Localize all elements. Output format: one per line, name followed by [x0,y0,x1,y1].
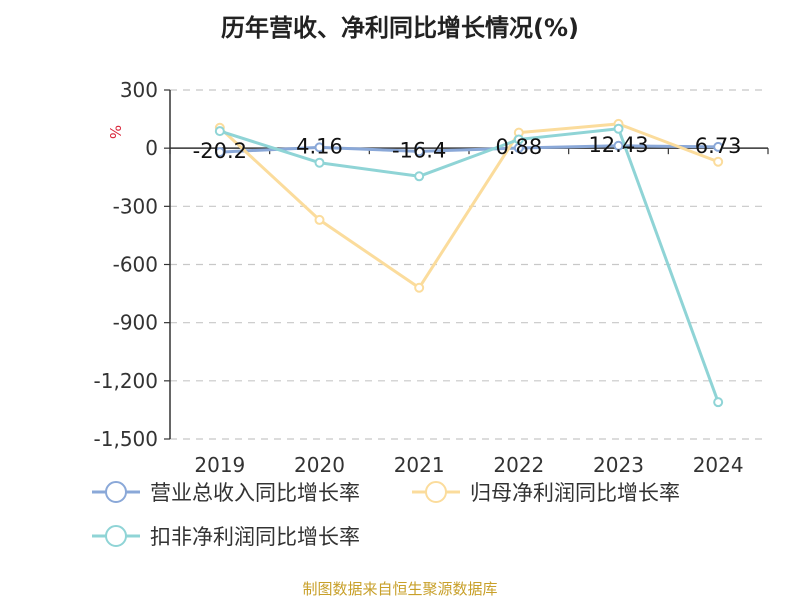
series-line [218,144,720,154]
legend-label: 归母净利润同比增长率 [470,481,680,505]
data-point [214,147,225,158]
data-point [314,214,325,225]
y-tick-label: -600 [113,253,158,277]
y-tick-label: -1,500 [94,427,158,451]
data-point [613,140,624,151]
x-tick-label: 2019 [194,453,245,477]
legend-swatch-marker [425,481,447,503]
data-point [513,134,524,145]
series-line [218,127,720,404]
chart-title: 历年营收、净利同比增长情况(%) [221,14,579,42]
data-point [713,141,724,152]
x-tick-label: 2021 [394,453,445,477]
data-label: 0.88 [495,135,542,159]
legend-label: 营业总收入同比增长率 [150,481,360,505]
data-point [613,123,624,134]
x-tick-label: 2022 [493,453,544,477]
series-line [218,122,720,290]
y-tick-label: 0 [145,136,158,160]
data-point [414,282,425,293]
data-point [314,142,325,153]
source-note: 制图数据来自恒生聚源数据库 [302,580,498,598]
y-tick-label: 300 [120,78,158,102]
data-point [414,146,425,157]
legend-label: 扣非净利润同比增长率 [150,525,360,549]
y-tick-label: -300 [113,194,158,218]
x-tick-label: 2024 [693,453,744,477]
data-point [414,171,425,182]
data-point [713,156,724,167]
data-label: 4.16 [296,134,343,158]
y-axis-unit: % [106,125,124,139]
data-point [713,397,724,408]
data-label: -16.4 [392,138,446,162]
x-tick-label: 2020 [294,453,345,477]
data-point [214,126,225,137]
legend-swatch-marker [105,525,127,547]
y-tick-label: -1,200 [94,369,158,393]
data-label: 12.43 [588,133,648,157]
x-tick-label: 2023 [593,453,644,477]
data-point [314,157,325,168]
y-tick-label: -900 [113,311,158,335]
data-label: 6.73 [695,134,742,158]
data-label: -20.2 [193,139,247,163]
legend-swatch-marker [105,481,127,503]
